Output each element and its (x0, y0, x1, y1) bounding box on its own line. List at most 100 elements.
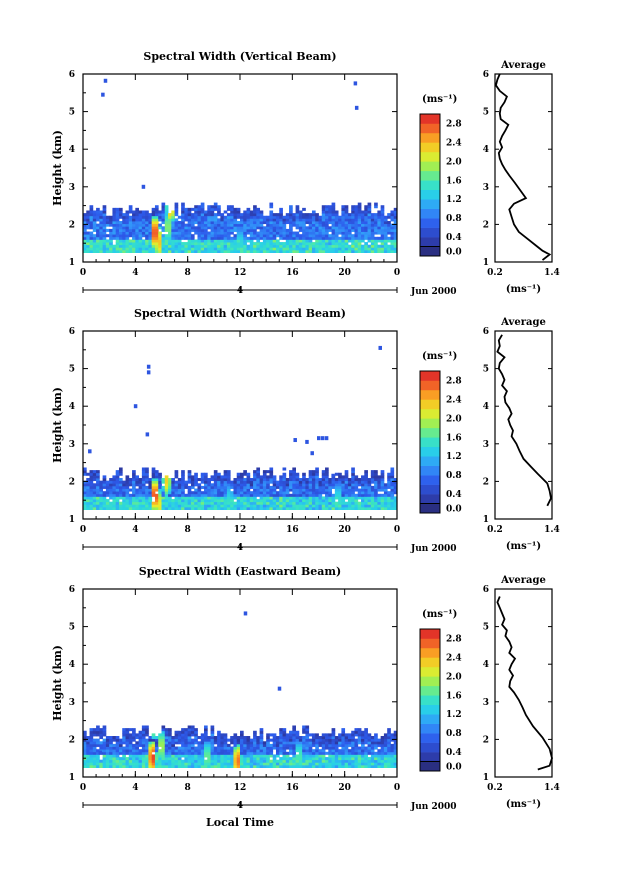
heatmap-cell (308, 733, 313, 737)
heatmap-cell (370, 213, 375, 217)
heatmap-cell (194, 221, 198, 225)
heatmap-cell (253, 499, 257, 503)
heatmap-cell (194, 218, 198, 222)
colorbar-tick-label: 1.2 (446, 195, 462, 205)
heatmap-cell (380, 493, 385, 497)
heatmap-cell (168, 231, 172, 235)
heatmap-cell (171, 501, 175, 505)
heatmap-cell (118, 470, 123, 474)
heatmap-cell (226, 754, 231, 758)
heatmap-cell (259, 215, 264, 219)
heatmap-cell (305, 485, 310, 489)
heatmap-cell (187, 491, 192, 495)
heatmap-cell (383, 247, 388, 251)
heatmap-cell (154, 470, 159, 474)
colorbar-tick-label: 2.0 (446, 414, 462, 424)
heatmap-cell (387, 762, 391, 766)
heatmap-cell (187, 231, 192, 235)
profile-line (496, 596, 553, 771)
heatmap-cell (220, 741, 225, 745)
heatmap-cell (275, 239, 280, 243)
heatmap-cell (115, 738, 120, 742)
heatmap-cell (298, 228, 303, 232)
heatmap-cell (266, 762, 270, 766)
heatmap-cell (321, 207, 326, 211)
heatmap-cell (331, 728, 336, 732)
heatmap-cell (321, 749, 326, 753)
heatmap-cell (197, 754, 202, 758)
heatmap-cell (168, 483, 172, 487)
heatmap-cell (357, 759, 362, 763)
heatmap-cell (393, 759, 398, 763)
heatmap-cell (171, 218, 175, 222)
x-tick-label: 12 (234, 525, 247, 535)
heatmap-cell (145, 472, 149, 476)
heatmap-cell (96, 472, 100, 476)
heatmap-cell (298, 491, 303, 495)
heatmap-cell (289, 236, 293, 240)
heatmap-cell (190, 504, 195, 508)
heatmap-cell (240, 228, 244, 232)
heatmap-cell (96, 501, 100, 505)
heatmap-cell (86, 244, 90, 248)
heatmap-cell (96, 485, 100, 489)
heatmap-cell (380, 210, 385, 214)
heatmap-cell (174, 202, 179, 206)
heatmap-cell (295, 480, 300, 484)
heatmap-cell (256, 226, 261, 230)
heatmap-cell (308, 743, 313, 747)
heatmap-cell (164, 738, 169, 742)
profile-title: Average (500, 575, 546, 586)
heatmap-cell (334, 738, 339, 742)
heatmap-cell (171, 741, 175, 745)
heatmap-cell (289, 764, 293, 768)
heatmap-cell (377, 749, 382, 753)
heatmap-cell (302, 221, 306, 225)
heatmap-cell (200, 738, 205, 742)
heatmap-cell (295, 491, 300, 495)
heatmap-cell (174, 221, 179, 225)
heatmap-cell (122, 239, 126, 243)
heatmap-cell (380, 472, 385, 476)
heatmap-cell (282, 228, 287, 232)
heatmap-cell (298, 496, 303, 500)
heatmap-cell (272, 757, 277, 761)
heatmap-cell (184, 759, 189, 763)
heatmap-cell (279, 244, 283, 248)
heatmap-cell (190, 506, 195, 510)
heatmap-cell (210, 506, 215, 510)
heatmap-cell (279, 483, 283, 487)
heatmap-cell (279, 741, 283, 745)
heatmap-cell (262, 228, 267, 232)
heatmap-cell (321, 215, 326, 219)
heatmap-cell (387, 249, 391, 253)
heatmap-cell (243, 470, 247, 474)
heatmap-cell (89, 249, 94, 253)
heatmap-cell (102, 223, 107, 227)
heatmap-cell (141, 226, 146, 230)
heatmap-cell (321, 499, 326, 503)
heatmap-cell (302, 242, 306, 246)
heatmap-cell (92, 496, 97, 500)
heatmap-cell (132, 483, 136, 487)
heatmap-cell (168, 236, 172, 240)
heatmap-cell (377, 478, 382, 482)
heatmap-cell (380, 228, 385, 232)
heatmap-cell (266, 736, 270, 740)
heatmap-cell (380, 746, 385, 750)
heatmap-cell (298, 480, 303, 484)
heatmap-cell (138, 743, 143, 747)
date-axis-label: 4 (237, 543, 243, 553)
colorbar-swatch (420, 761, 440, 772)
heatmap-cell (256, 759, 261, 763)
heatmap-cell (220, 249, 225, 253)
isolated-point (133, 404, 138, 409)
heatmap-cell (364, 226, 368, 230)
heatmap-cell (279, 736, 283, 740)
heatmap-cell (262, 501, 267, 505)
heatmap-cell (341, 213, 346, 217)
heatmap-cell (145, 738, 149, 742)
heatmap-cell (325, 501, 329, 505)
colorbar-swatch (420, 446, 440, 457)
heatmap-cell (190, 746, 195, 750)
